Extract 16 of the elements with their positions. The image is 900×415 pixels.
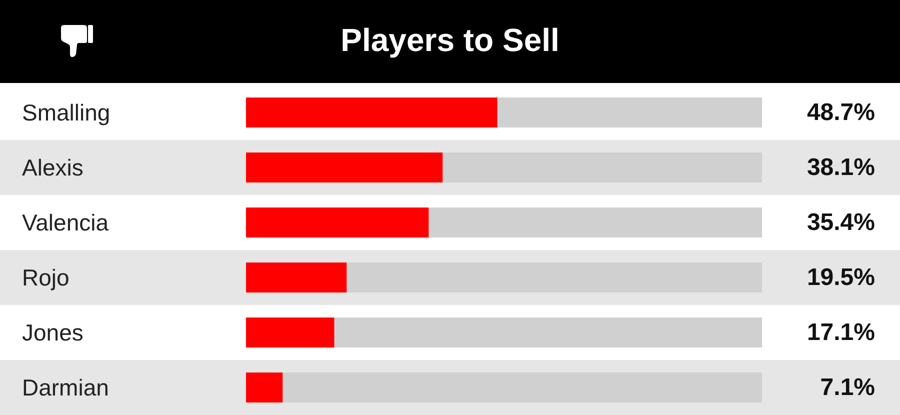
y-tick-label: Rojo [22,264,70,290]
bar [246,318,334,348]
y-tick-label: Smalling [22,100,110,126]
bar [246,262,347,292]
y-tick-label: Valencia [22,210,109,236]
data-label: 17.1% [806,319,875,346]
bar [246,372,283,402]
data-label: 7.1% [820,374,875,401]
data-label: 19.5% [806,264,875,291]
data-label: 48.7% [806,99,875,126]
y-tick-label: Alexis [22,154,84,180]
data-label: 38.1% [806,154,875,181]
data-label: 35.4% [806,209,875,236]
y-tick-label: Jones [22,320,84,346]
chart-title: Players to Sell [340,22,560,58]
y-tick-label: Darmian [22,374,109,400]
